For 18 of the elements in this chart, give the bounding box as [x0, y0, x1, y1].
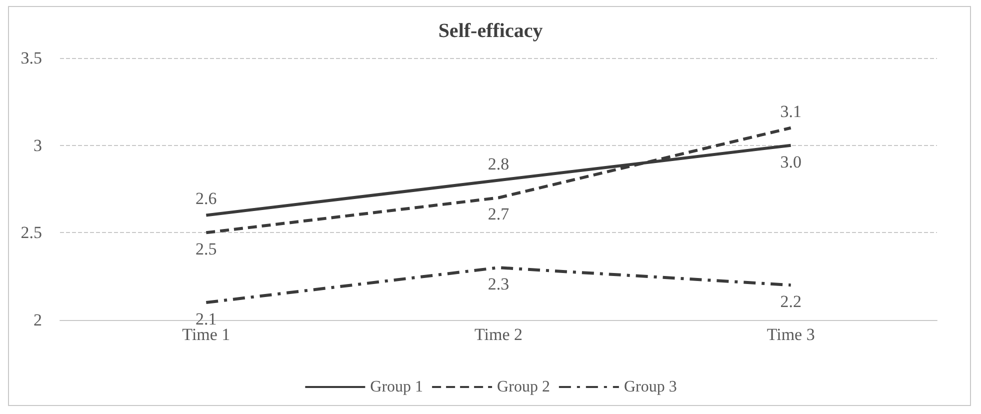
y-tick-label: 3 — [34, 136, 42, 155]
legend-label: Group 2 — [497, 378, 550, 396]
x-tick-label: Time 2 — [474, 325, 523, 344]
data-label: 2.5 — [196, 240, 217, 259]
legend-label: Group 1 — [370, 378, 424, 396]
y-tick-label: 2 — [34, 310, 42, 330]
y-tick-label: 2.5 — [20, 223, 42, 242]
data-label: 3.1 — [780, 102, 802, 121]
data-label: 2.2 — [780, 292, 802, 312]
chart-title: Self-efficacy — [438, 20, 543, 42]
data-label: 2.3 — [488, 274, 510, 294]
legend-label: Group 3 — [624, 378, 677, 396]
data-label: 3.0 — [780, 152, 802, 172]
y-tick-label: 3.5 — [20, 48, 42, 68]
data-label: 2.7 — [488, 204, 510, 224]
x-tick-label: Time 3 — [766, 325, 815, 344]
data-label: 2.8 — [488, 154, 510, 174]
data-label: 2.6 — [196, 189, 217, 208]
